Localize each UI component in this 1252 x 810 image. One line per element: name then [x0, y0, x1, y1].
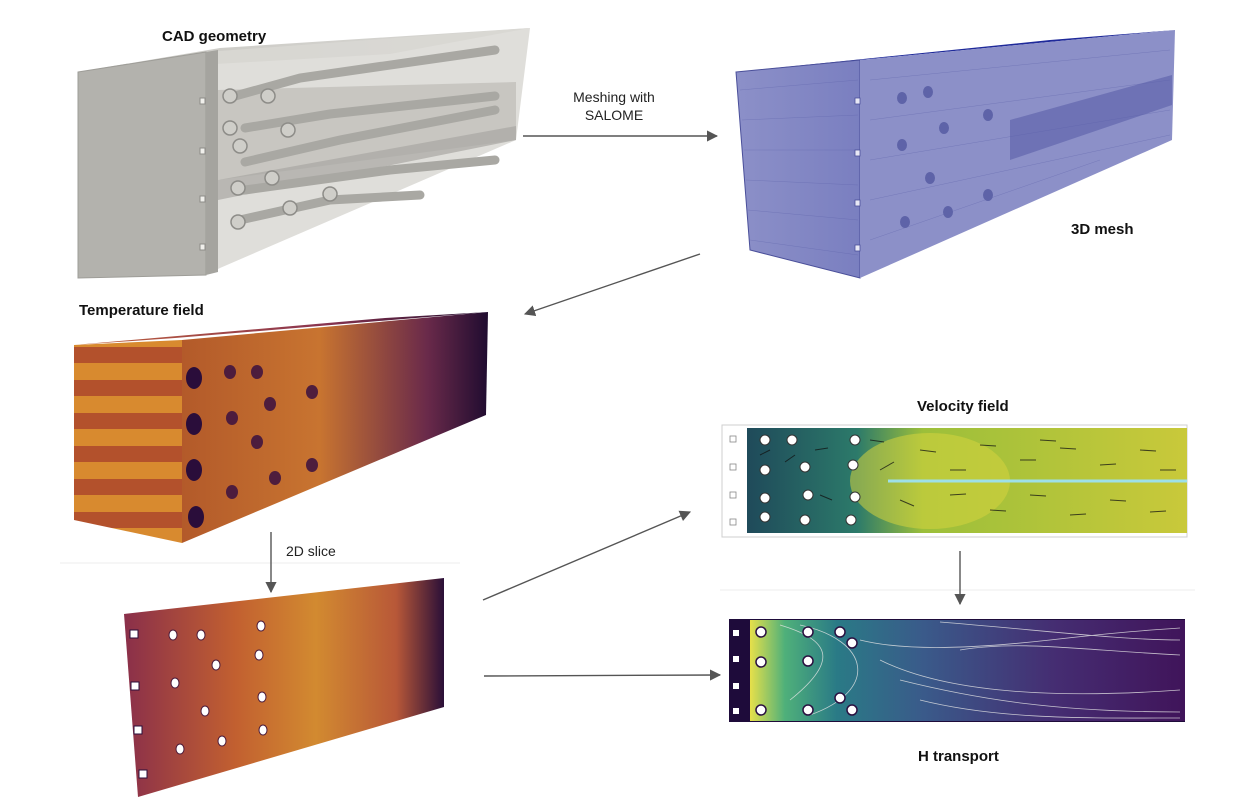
- label-velocity-field: Velocity field: [917, 398, 1009, 415]
- mesh-3d-render: [735, 30, 1175, 279]
- label-h-transport: H transport: [918, 748, 999, 765]
- arrow-mesh-to-temperature: [523, 253, 701, 317]
- arrow-slice-to-h-transport: [483, 669, 722, 681]
- slice-2d-render: [124, 578, 444, 797]
- label-temperature-field: Temperature field: [79, 302, 204, 319]
- label-3d-mesh: 3D mesh: [1071, 221, 1134, 238]
- label-cad-geometry: CAD geometry: [162, 28, 267, 45]
- h-transport-render: [729, 619, 1185, 722]
- label-2d-slice: 2D slice: [286, 543, 336, 559]
- label-meshing-with-salome: Meshing with SALOME: [573, 89, 655, 123]
- arrow-slice-to-velocity: [482, 510, 692, 601]
- cad-geometry-render: [77, 28, 530, 279]
- flow-arrows: [265, 130, 966, 681]
- velocity-field-render: [721, 424, 1188, 538]
- temperature-field-render: [74, 312, 488, 543]
